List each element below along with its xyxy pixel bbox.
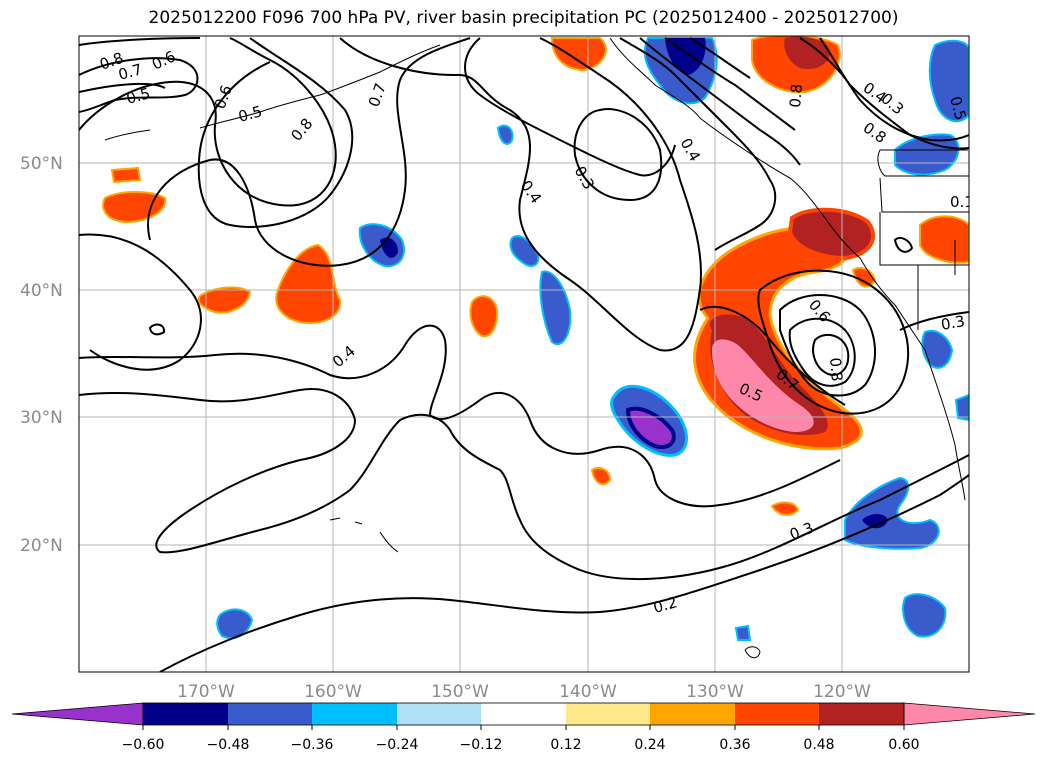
colorbar-tick-label: −0.24	[376, 737, 419, 753]
latitude-labels: 50°N 40°N 30°N 20°N	[20, 154, 63, 556]
colorbar-segment	[397, 703, 481, 725]
negative-anomaly-region	[736, 626, 750, 640]
lon-label: 130°W	[686, 682, 744, 702]
colorbar-min-extension	[12, 703, 143, 725]
colorbar-tick-label: −0.48	[207, 737, 250, 753]
negative-anomaly-region	[956, 395, 969, 420]
lon-label: 150°W	[431, 682, 489, 702]
lon-label: 170°W	[177, 682, 235, 702]
lon-label: 120°W	[813, 682, 871, 702]
colorbar-segment	[228, 703, 312, 725]
lat-label: 40°N	[20, 281, 63, 301]
colorbar-segment	[312, 703, 397, 725]
colorbar-segment	[481, 703, 566, 725]
colorbar-tick-label: 0.60	[888, 737, 919, 753]
lat-label: 50°N	[20, 154, 63, 174]
map-panel	[79, 36, 969, 672]
longitude-labels: 170°W 160°W 150°W 140°W 130°W 120°W	[177, 682, 871, 702]
colorbar-segment	[566, 703, 650, 725]
colorbar-segment	[735, 703, 819, 725]
colorbar-segment	[143, 703, 228, 725]
colorbar: −0.60 −0.48 −0.36 −0.24 −0.12 0.12 0.24 …	[12, 703, 1035, 753]
contour-label: 0.1	[950, 193, 974, 211]
colorbar-tick-label: 0.48	[803, 737, 834, 753]
lon-label: 140°W	[559, 682, 617, 702]
lon-label: 160°W	[304, 682, 362, 702]
colorbar-tick-label: 0.36	[719, 737, 750, 753]
contour-label: 0.8	[826, 357, 846, 382]
colorbar-tick-label: −0.12	[460, 737, 503, 753]
colorbar-segment	[650, 703, 735, 725]
positive-anomaly-region	[112, 168, 140, 182]
colorbar-tick-label: −0.36	[291, 737, 334, 753]
colorbar-ticks	[143, 725, 904, 730]
colorbar-tick-label: 0.12	[550, 737, 581, 753]
lat-label: 30°N	[20, 408, 63, 428]
colorbar-tick-label: 0.24	[634, 737, 665, 753]
lat-label: 20°N	[20, 536, 63, 556]
colorbar-tick-label: −0.60	[122, 737, 165, 753]
contour-label: 0.8	[786, 83, 806, 108]
colorbar-max-extension	[904, 703, 1035, 725]
colorbar-segment	[819, 703, 904, 725]
